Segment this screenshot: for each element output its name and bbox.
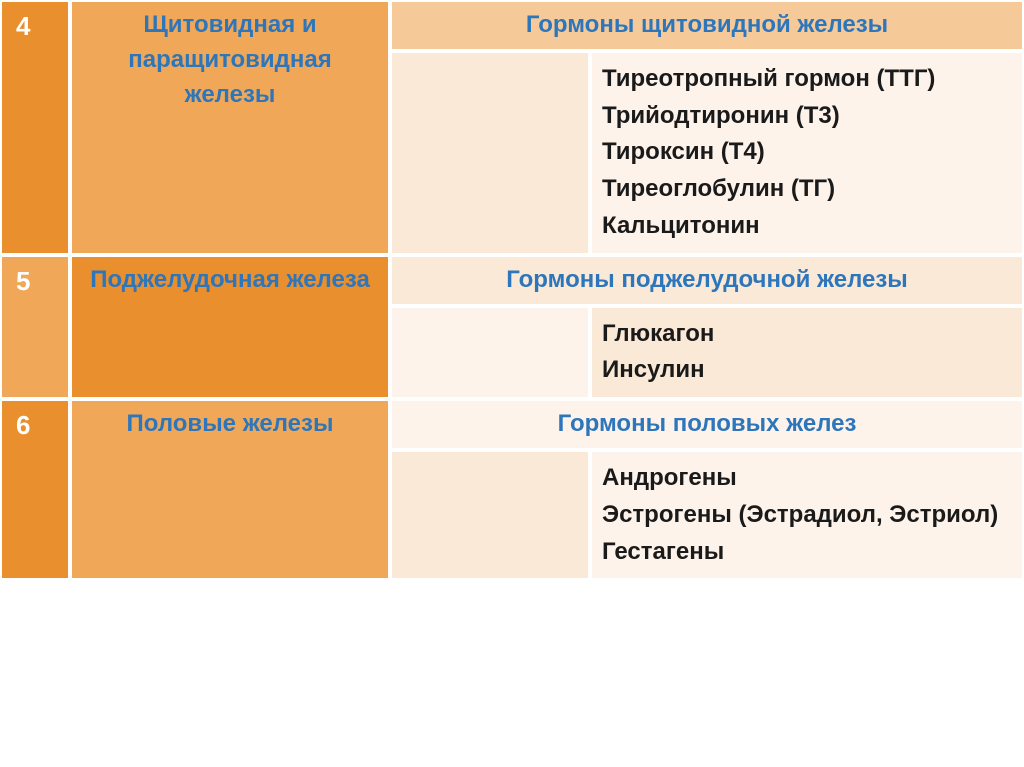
gland-name: Половые железы (70, 399, 390, 580)
hormone-item: Инсулин (602, 353, 705, 388)
hormone-item: Трийодтиронин (Т3) (602, 99, 840, 134)
hormone-item: Гестагены (602, 535, 724, 570)
row-number: 5 (0, 255, 70, 399)
gland-name: Поджелудочная железа (70, 255, 390, 399)
hormone-group-header: Гормоны половых желез (390, 399, 1024, 450)
gland-name: Щитовидная и паращитовидная железы (70, 0, 390, 255)
spacer-cell (390, 51, 590, 255)
hormone-item: Тиреоглобулин (ТГ) (602, 172, 835, 207)
row-number: 6 (0, 399, 70, 580)
hormone-item: Эстрогены (Эстрадиол, Эстриол) (602, 498, 998, 533)
hormone-item: Глюкагон (602, 317, 714, 352)
spacer-cell (390, 450, 590, 580)
hormone-item: Тироксин (Т4) (602, 135, 765, 170)
row-number: 4 (0, 0, 70, 255)
hormone-group-header: Гормоны поджелудочной железы (390, 255, 1024, 306)
hormone-list: ГлюкагонИнсулин (590, 306, 1024, 400)
hormone-item: Кальцитонин (602, 209, 760, 244)
spacer-cell (390, 306, 590, 400)
hormone-list: АндрогеныЭстрогены (Эстрадиол, Эстриол)Г… (590, 450, 1024, 580)
hormone-group-header: Гормоны щитовидной железы (390, 0, 1024, 51)
glands-hormones-table: 4Щитовидная и паращитовидная железыГормо… (0, 0, 1024, 580)
hormone-item: Тиреотропный гормон (ТТГ) (602, 62, 935, 97)
hormone-item: Андрогены (602, 461, 737, 496)
hormone-list: Тиреотропный гормон (ТТГ)Трийодтиронин (… (590, 51, 1024, 255)
